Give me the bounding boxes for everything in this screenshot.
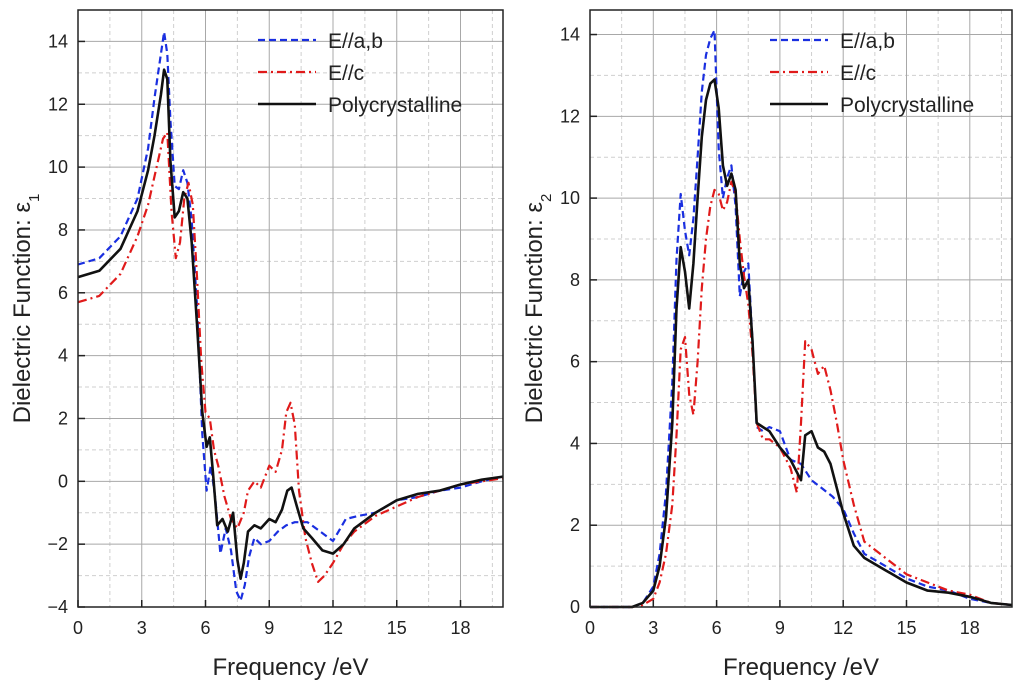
series-line-e-a-b [590, 29, 1013, 609]
x-axis-title: Frequency /eV [212, 654, 368, 681]
y-tick-label: 12 [560, 106, 580, 126]
y-tick-label: −4 [47, 597, 68, 617]
y-tick-label: 0 [58, 471, 68, 491]
legend-label: Polycrystalline [840, 94, 974, 117]
y-tick-label: 6 [570, 352, 580, 372]
y-tick-label: 12 [48, 94, 68, 114]
x-tick-label: 18 [960, 618, 980, 638]
x-tick-label: 12 [833, 618, 853, 638]
legend-label: E//c [840, 62, 876, 85]
y-tick-label: 6 [58, 283, 68, 303]
y-tick-label: 2 [58, 408, 68, 428]
y-tick-label: −2 [47, 534, 68, 554]
legend-label: E//a,b [328, 30, 383, 53]
x-tick-label: 0 [585, 618, 595, 638]
x-tick-label: 6 [200, 618, 210, 638]
plot-frame [589, 9, 1013, 608]
x-tick-label: 12 [323, 618, 343, 638]
x-tick-label: 0 [73, 618, 83, 638]
x-tick-label: 15 [896, 618, 916, 638]
plot-frame [77, 9, 504, 608]
x-tick-label: 15 [387, 618, 407, 638]
y-tick-label: 10 [48, 157, 68, 177]
panel-dielectric-real: 0 3 6 9 12 15 18 −4 −2 0 2 4 6 8 10 12 14 Frequency /eV Di… [9, 9, 504, 681]
legend-label: E//a,b [840, 30, 895, 53]
y-tick-label: 8 [58, 220, 68, 240]
y-tick-label: 14 [560, 25, 580, 45]
x-tick-label: 18 [450, 618, 470, 638]
y-axis-title: Dielectric Function: ε1 [9, 194, 43, 424]
y-tick-label: 0 [570, 597, 580, 617]
series-line-e-a-b [77, 30, 504, 602]
series-line-polycrystalline [590, 78, 1013, 609]
x-tick-label: 6 [712, 618, 722, 638]
legend-label: Polycrystalline [328, 94, 462, 117]
y-tick-label: 14 [48, 31, 68, 51]
y-tick-label: 10 [560, 188, 580, 208]
x-tick-label: 9 [264, 618, 274, 638]
y-tick-label: 2 [570, 515, 580, 535]
y-tick-label: 4 [570, 433, 580, 453]
y-axis-title: Dielectric Function: ε2 [521, 194, 555, 424]
x-axis-title: Frequency /eV [723, 654, 879, 681]
x-tick-label: 3 [648, 618, 658, 638]
y-tick-label: 4 [58, 346, 68, 366]
x-tick-label: 9 [775, 618, 785, 638]
legend-label: E//c [328, 62, 364, 85]
y-tick-label: 8 [570, 270, 580, 290]
x-tick-label: 3 [137, 618, 147, 638]
series-line-polycrystalline [77, 68, 504, 580]
panel-dielectric-imaginary: 0 3 6 9 12 15 18 0 2 4 6 8 10 12 14 Frequency /eV Dielec… [521, 9, 1013, 681]
series-line-e-c [77, 131, 504, 583]
